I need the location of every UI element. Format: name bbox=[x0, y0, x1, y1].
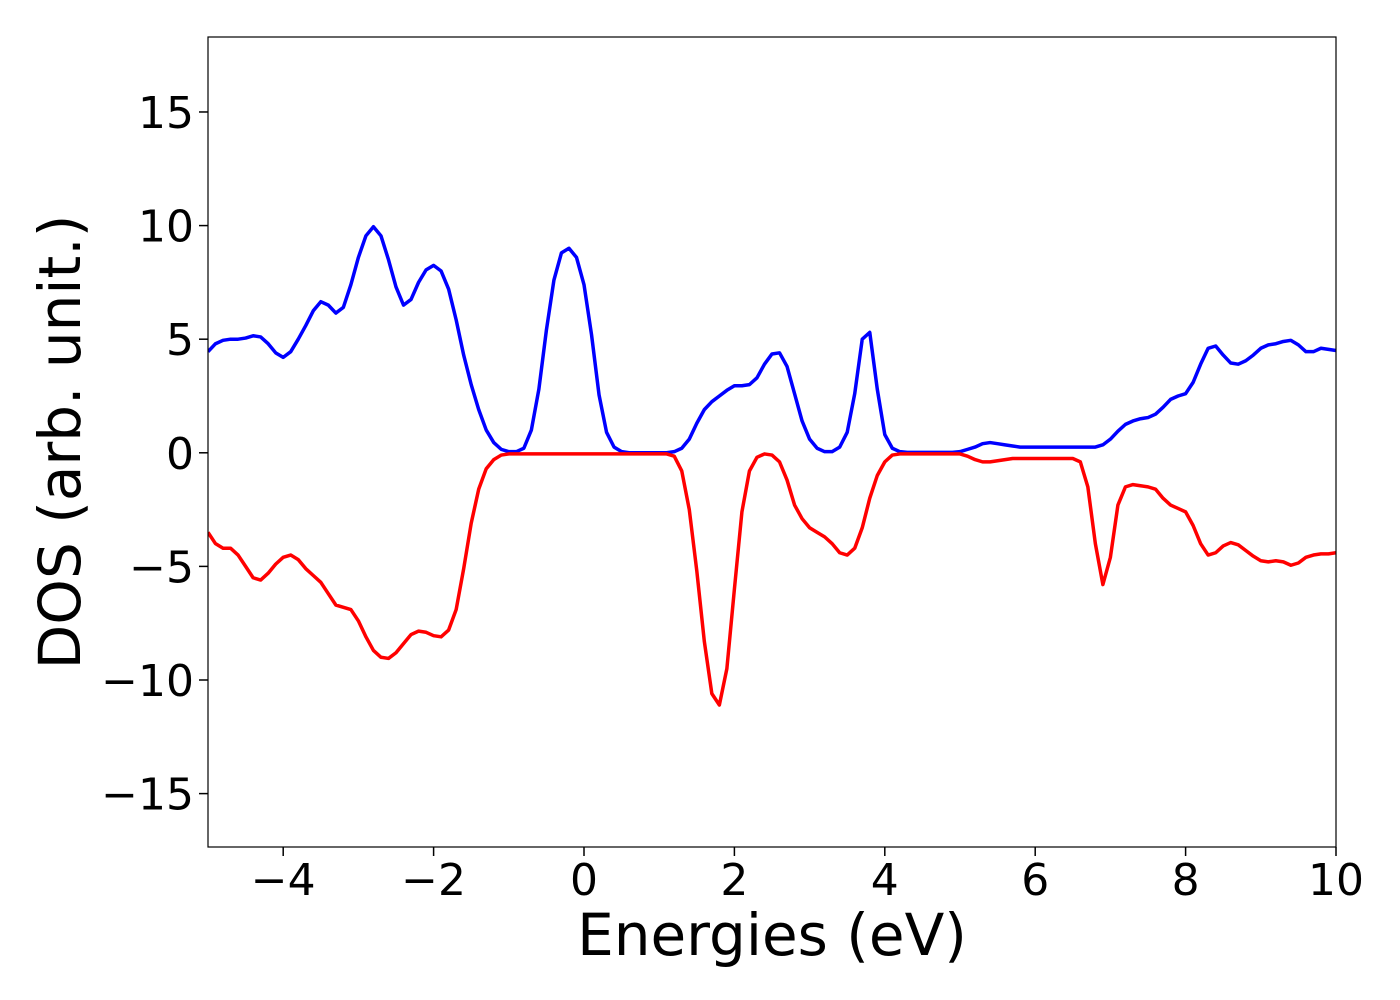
plot-frame bbox=[207, 36, 1337, 848]
y-tick-label: −15 bbox=[101, 770, 194, 821]
line-series bbox=[208, 452, 1336, 707]
y-tick-label: 15 bbox=[138, 88, 194, 139]
x-tick-label: 10 bbox=[1308, 855, 1364, 906]
y-tick-label: −10 bbox=[101, 656, 194, 707]
x-tick-label: 2 bbox=[720, 855, 748, 906]
x-tick-label: 6 bbox=[1021, 855, 1049, 906]
x-axis-label: Energies (eV) bbox=[577, 901, 967, 969]
line-series bbox=[208, 224, 1336, 455]
x-tick-label: 8 bbox=[1172, 855, 1200, 906]
y-axis-label: DOS (arb. unit.) bbox=[26, 215, 94, 670]
x-tick-label: −4 bbox=[251, 855, 316, 906]
y-tick-label: 0 bbox=[166, 429, 194, 480]
x-tick-label: 0 bbox=[570, 855, 598, 906]
x-tick-label: 4 bbox=[871, 855, 899, 906]
y-tick-label: −5 bbox=[129, 542, 194, 593]
y-tick-label: 5 bbox=[166, 315, 194, 366]
y-tick-label: 10 bbox=[138, 202, 194, 253]
x-tick-label: −2 bbox=[401, 855, 466, 906]
